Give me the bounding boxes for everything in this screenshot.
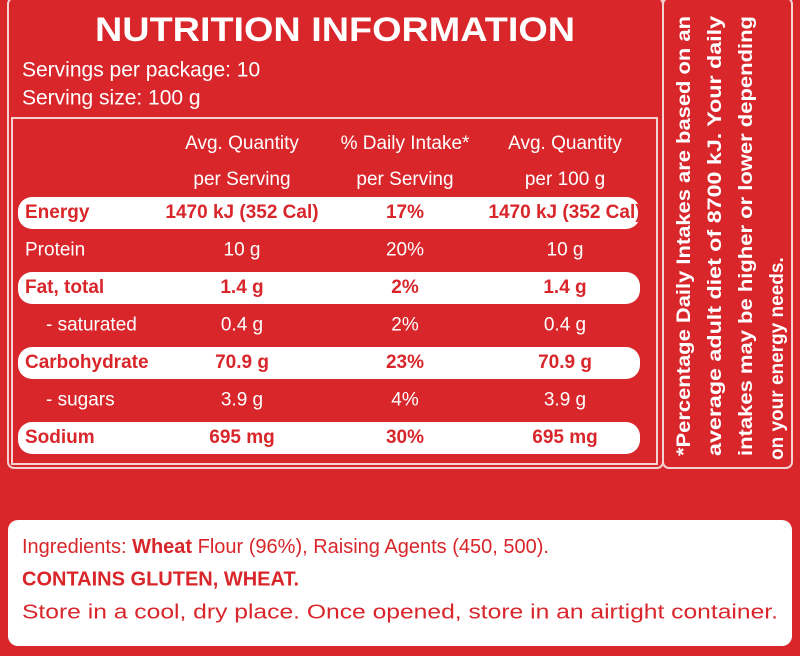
row-label: Energy (25, 202, 90, 223)
cell: 30% (386, 427, 424, 448)
cell: 70.9 g (215, 352, 269, 373)
ingredients-label: Ingredients: (22, 536, 127, 558)
row-highlight (18, 197, 640, 229)
table-border (11, 117, 658, 465)
ingredients: Ingredients: Wheat Flour (96%), Raising … (22, 536, 549, 558)
footnote-line: intakes may be higher or lower depending (736, 16, 757, 456)
row-highlight (18, 272, 640, 304)
storage: Store in a cool, dry place. Once opened,… (22, 601, 778, 623)
cell: 17% (386, 202, 424, 223)
cell: 2% (391, 315, 419, 336)
footnote-line: *Percentage Daily Intakes are based on a… (674, 16, 695, 456)
column-header: Avg. Quantity (185, 133, 299, 154)
row-label: - saturated (46, 315, 137, 336)
ingredients-rest: Flour (96%), Raising Agents (450, 500). (198, 536, 549, 558)
cell: 70.9 g (538, 352, 592, 373)
cell: 10 g (224, 240, 261, 261)
cell: 4% (391, 390, 419, 411)
cell: 0.4 g (221, 315, 263, 336)
cell: 1470 kJ (352 Cal) (165, 202, 318, 223)
allergens: CONTAINS GLUTEN, WHEAT. (22, 568, 299, 590)
row-highlight (18, 422, 640, 454)
ingredients-bold: Wheat (132, 536, 192, 558)
cell: 20% (386, 240, 424, 261)
title: NUTRITION INFORMATION (95, 11, 575, 49)
servings: Servings per package: 10 (22, 59, 260, 82)
column-header: Avg. Quantity (508, 133, 622, 154)
row-label: Fat, total (25, 277, 104, 298)
footnote-line: on your energy needs. (767, 257, 788, 460)
row-highlight (18, 347, 640, 379)
ingredients-box (8, 520, 792, 646)
cell: 3.9 g (544, 390, 586, 411)
cell: 1470 kJ (352 Cal) (488, 202, 641, 223)
cell: 23% (386, 352, 424, 373)
row-label: - sugars (46, 390, 115, 411)
cell: 695 mg (532, 427, 597, 448)
serving-size: Serving size: 100 g (22, 87, 201, 110)
column-header: % Daily Intake* (341, 133, 470, 154)
side-panel-border (662, 0, 793, 469)
cell: 3.9 g (221, 390, 263, 411)
cell: 2% (391, 277, 419, 298)
row-label: Carbohydrate (25, 352, 149, 373)
column-header: per Serving (193, 169, 290, 190)
column-header: per 100 g (525, 169, 605, 190)
row-label: Protein (25, 240, 85, 261)
cell: 695 mg (209, 427, 274, 448)
cell: 0.4 g (544, 315, 586, 336)
cell: 1.4 g (543, 277, 586, 298)
cell: 1.4 g (220, 277, 263, 298)
column-header: per Serving (356, 169, 453, 190)
footnote-line: average adult diet of 8700 kJ. Your dail… (705, 15, 726, 456)
row-label: Sodium (25, 427, 95, 448)
cell: 10 g (547, 240, 584, 261)
